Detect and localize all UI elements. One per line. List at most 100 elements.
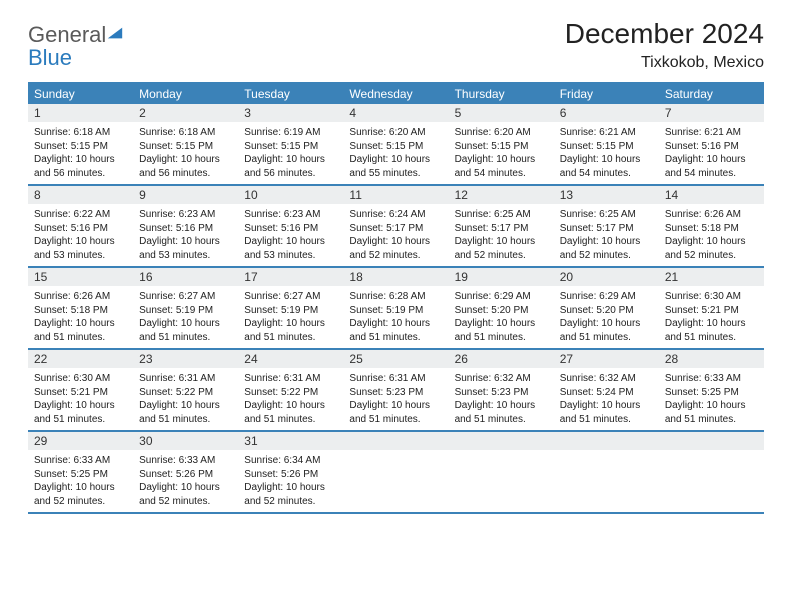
day-number: 12 xyxy=(449,186,554,204)
sunset-text: Sunset: 5:23 PM xyxy=(349,386,442,400)
dow-cell: Sunday xyxy=(28,84,133,104)
sunrise-text: Sunrise: 6:32 AM xyxy=(455,372,548,386)
daylight-text: Daylight: 10 hours and 51 minutes. xyxy=(560,317,653,344)
sunset-text: Sunset: 5:17 PM xyxy=(455,222,548,236)
daylight-text: Daylight: 10 hours and 52 minutes. xyxy=(139,481,232,508)
day-number: 27 xyxy=(554,350,659,368)
sunset-text: Sunset: 5:15 PM xyxy=(244,140,337,154)
daylight-text: Daylight: 10 hours and 51 minutes. xyxy=(665,317,758,344)
week-row: 29Sunrise: 6:33 AMSunset: 5:25 PMDayligh… xyxy=(28,432,764,514)
daylight-text: Daylight: 10 hours and 51 minutes. xyxy=(665,399,758,426)
day-body: Sunrise: 6:33 AMSunset: 5:25 PMDaylight:… xyxy=(28,450,133,508)
daylight-text: Daylight: 10 hours and 51 minutes. xyxy=(34,399,127,426)
sunset-text: Sunset: 5:15 PM xyxy=(560,140,653,154)
daylight-text: Daylight: 10 hours and 52 minutes. xyxy=(560,235,653,262)
day-cell: 3Sunrise: 6:19 AMSunset: 5:15 PMDaylight… xyxy=(238,104,343,184)
day-cell: 26Sunrise: 6:32 AMSunset: 5:23 PMDayligh… xyxy=(449,350,554,430)
day-cell: 24Sunrise: 6:31 AMSunset: 5:22 PMDayligh… xyxy=(238,350,343,430)
month-title: December 2024 xyxy=(565,18,764,50)
sunrise-text: Sunrise: 6:26 AM xyxy=(665,208,758,222)
dow-cell: Friday xyxy=(554,84,659,104)
day-number: 20 xyxy=(554,268,659,286)
day-number: 5 xyxy=(449,104,554,122)
day-number: 22 xyxy=(28,350,133,368)
day-number: 9 xyxy=(133,186,238,204)
daylight-text: Daylight: 10 hours and 52 minutes. xyxy=(34,481,127,508)
day-body: Sunrise: 6:32 AMSunset: 5:24 PMDaylight:… xyxy=(554,368,659,426)
sunrise-text: Sunrise: 6:25 AM xyxy=(455,208,548,222)
sunrise-text: Sunrise: 6:34 AM xyxy=(244,454,337,468)
day-number: 15 xyxy=(28,268,133,286)
day-number: 31 xyxy=(238,432,343,450)
day-body: Sunrise: 6:21 AMSunset: 5:16 PMDaylight:… xyxy=(659,122,764,180)
daylight-text: Daylight: 10 hours and 51 minutes. xyxy=(244,399,337,426)
sunset-text: Sunset: 5:16 PM xyxy=(139,222,232,236)
sunset-text: Sunset: 5:15 PM xyxy=(349,140,442,154)
daylight-text: Daylight: 10 hours and 56 minutes. xyxy=(34,153,127,180)
day-body: Sunrise: 6:25 AMSunset: 5:17 PMDaylight:… xyxy=(449,204,554,262)
sunrise-text: Sunrise: 6:20 AM xyxy=(349,126,442,140)
day-number: 18 xyxy=(343,268,448,286)
logo: General Blue xyxy=(28,18,124,70)
day-cell: 19Sunrise: 6:29 AMSunset: 5:20 PMDayligh… xyxy=(449,268,554,348)
sunrise-text: Sunrise: 6:31 AM xyxy=(244,372,337,386)
sunset-text: Sunset: 5:26 PM xyxy=(139,468,232,482)
day-number: 24 xyxy=(238,350,343,368)
day-body: Sunrise: 6:24 AMSunset: 5:17 PMDaylight:… xyxy=(343,204,448,262)
sunrise-text: Sunrise: 6:29 AM xyxy=(560,290,653,304)
day-body: Sunrise: 6:33 AMSunset: 5:25 PMDaylight:… xyxy=(659,368,764,426)
sunrise-text: Sunrise: 6:24 AM xyxy=(349,208,442,222)
day-number: 2 xyxy=(133,104,238,122)
sunrise-text: Sunrise: 6:28 AM xyxy=(349,290,442,304)
day-cell xyxy=(554,432,659,512)
day-body: Sunrise: 6:20 AMSunset: 5:15 PMDaylight:… xyxy=(343,122,448,180)
sunrise-text: Sunrise: 6:32 AM xyxy=(560,372,653,386)
title-block: December 2024 Tixkokob, Mexico xyxy=(565,18,764,72)
daylight-text: Daylight: 10 hours and 53 minutes. xyxy=(244,235,337,262)
day-body: Sunrise: 6:31 AMSunset: 5:23 PMDaylight:… xyxy=(343,368,448,426)
daylight-text: Daylight: 10 hours and 54 minutes. xyxy=(665,153,758,180)
day-cell xyxy=(343,432,448,512)
day-cell: 6Sunrise: 6:21 AMSunset: 5:15 PMDaylight… xyxy=(554,104,659,184)
day-body: Sunrise: 6:29 AMSunset: 5:20 PMDaylight:… xyxy=(554,286,659,344)
logo-text-blue: Blue xyxy=(28,45,72,70)
sunrise-text: Sunrise: 6:22 AM xyxy=(34,208,127,222)
dow-cell: Wednesday xyxy=(343,84,448,104)
daylight-text: Daylight: 10 hours and 54 minutes. xyxy=(455,153,548,180)
day-number: 26 xyxy=(449,350,554,368)
daylight-text: Daylight: 10 hours and 51 minutes. xyxy=(244,317,337,344)
sunset-text: Sunset: 5:24 PM xyxy=(560,386,653,400)
day-cell: 17Sunrise: 6:27 AMSunset: 5:19 PMDayligh… xyxy=(238,268,343,348)
day-cell: 21Sunrise: 6:30 AMSunset: 5:21 PMDayligh… xyxy=(659,268,764,348)
day-cell: 27Sunrise: 6:32 AMSunset: 5:24 PMDayligh… xyxy=(554,350,659,430)
daylight-text: Daylight: 10 hours and 52 minutes. xyxy=(349,235,442,262)
day-cell: 1Sunrise: 6:18 AMSunset: 5:15 PMDaylight… xyxy=(28,104,133,184)
sunset-text: Sunset: 5:21 PM xyxy=(34,386,127,400)
daylight-text: Daylight: 10 hours and 53 minutes. xyxy=(139,235,232,262)
day-number: 19 xyxy=(449,268,554,286)
daylight-text: Daylight: 10 hours and 51 minutes. xyxy=(455,399,548,426)
sunset-text: Sunset: 5:20 PM xyxy=(455,304,548,318)
day-body: Sunrise: 6:22 AMSunset: 5:16 PMDaylight:… xyxy=(28,204,133,262)
calendar: SundayMondayTuesdayWednesdayThursdayFrid… xyxy=(28,82,764,514)
day-number: 23 xyxy=(133,350,238,368)
day-cell: 2Sunrise: 6:18 AMSunset: 5:15 PMDaylight… xyxy=(133,104,238,184)
day-body: Sunrise: 6:23 AMSunset: 5:16 PMDaylight:… xyxy=(133,204,238,262)
sunset-text: Sunset: 5:16 PM xyxy=(244,222,337,236)
day-number xyxy=(449,432,554,450)
day-body: Sunrise: 6:27 AMSunset: 5:19 PMDaylight:… xyxy=(133,286,238,344)
day-number: 28 xyxy=(659,350,764,368)
day-cell: 13Sunrise: 6:25 AMSunset: 5:17 PMDayligh… xyxy=(554,186,659,266)
day-body: Sunrise: 6:31 AMSunset: 5:22 PMDaylight:… xyxy=(133,368,238,426)
sunset-text: Sunset: 5:22 PM xyxy=(244,386,337,400)
day-number: 10 xyxy=(238,186,343,204)
day-body: Sunrise: 6:31 AMSunset: 5:22 PMDaylight:… xyxy=(238,368,343,426)
sunset-text: Sunset: 5:15 PM xyxy=(139,140,232,154)
sunset-text: Sunset: 5:18 PM xyxy=(34,304,127,318)
sunrise-text: Sunrise: 6:21 AM xyxy=(665,126,758,140)
sunrise-text: Sunrise: 6:18 AM xyxy=(34,126,127,140)
day-number: 11 xyxy=(343,186,448,204)
dow-cell: Tuesday xyxy=(238,84,343,104)
day-number: 25 xyxy=(343,350,448,368)
day-cell: 28Sunrise: 6:33 AMSunset: 5:25 PMDayligh… xyxy=(659,350,764,430)
